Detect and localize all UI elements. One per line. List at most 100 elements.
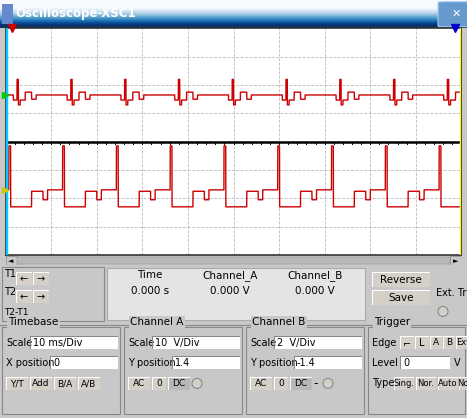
- Bar: [372, 291, 373, 306]
- Text: Time: Time: [137, 270, 163, 280]
- Bar: [16, 291, 32, 303]
- Bar: [416, 377, 417, 390]
- Bar: [372, 273, 373, 288]
- Bar: [99, 377, 100, 390]
- FancyBboxPatch shape: [152, 377, 166, 390]
- Text: ←: ←: [20, 292, 28, 302]
- Bar: [400, 336, 414, 337]
- Bar: [6, 377, 7, 390]
- Bar: [152, 377, 153, 390]
- Bar: [30, 377, 52, 378]
- Bar: [450, 256, 461, 265]
- Bar: [152, 336, 240, 337]
- Bar: [78, 377, 100, 378]
- Bar: [438, 377, 458, 390]
- Bar: [416, 377, 436, 378]
- FancyBboxPatch shape: [290, 377, 312, 390]
- Text: None: None: [457, 380, 467, 388]
- Bar: [31, 273, 32, 285]
- Text: 0.000 s: 0.000 s: [131, 286, 169, 296]
- Text: Trigger: Trigger: [374, 317, 410, 327]
- Bar: [438, 377, 458, 378]
- Text: 0: 0: [53, 358, 59, 368]
- Text: Scale: Scale: [6, 339, 32, 349]
- Bar: [152, 336, 240, 349]
- Text: Timebase: Timebase: [8, 317, 58, 327]
- Text: ►: ►: [453, 257, 459, 264]
- Text: Oscilloscope-XSC1: Oscilloscope-XSC1: [15, 7, 135, 20]
- Bar: [443, 336, 455, 337]
- Text: L: L: [419, 338, 425, 348]
- Text: Ext: Ext: [456, 339, 467, 347]
- Bar: [294, 357, 362, 370]
- Text: 2  V/Div: 2 V/Div: [277, 338, 316, 348]
- Bar: [459, 377, 467, 378]
- Bar: [246, 327, 364, 414]
- FancyBboxPatch shape: [33, 273, 49, 285]
- Text: Sing.: Sing.: [394, 380, 415, 388]
- Bar: [33, 273, 34, 285]
- Text: Y position: Y position: [250, 358, 298, 368]
- Text: 10  V/Div: 10 V/Div: [155, 338, 199, 348]
- Text: T1: T1: [4, 270, 16, 279]
- Bar: [372, 273, 430, 288]
- Text: Save: Save: [388, 293, 414, 303]
- Bar: [394, 377, 414, 378]
- Bar: [168, 377, 169, 390]
- Bar: [128, 377, 150, 390]
- Bar: [443, 336, 444, 349]
- Bar: [274, 377, 288, 390]
- Bar: [172, 369, 240, 370]
- Bar: [413, 377, 414, 390]
- FancyBboxPatch shape: [33, 291, 49, 303]
- Bar: [311, 377, 312, 390]
- Bar: [6, 256, 17, 265]
- FancyBboxPatch shape: [54, 377, 76, 390]
- FancyBboxPatch shape: [16, 291, 32, 303]
- Bar: [372, 287, 430, 288]
- Bar: [78, 377, 100, 390]
- FancyBboxPatch shape: [30, 377, 52, 390]
- Text: 1.4: 1.4: [175, 358, 190, 368]
- Bar: [51, 377, 52, 390]
- Text: Type: Type: [372, 378, 394, 388]
- Bar: [415, 336, 429, 337]
- FancyBboxPatch shape: [438, 2, 467, 27]
- Bar: [438, 377, 439, 390]
- Text: -1.4: -1.4: [297, 358, 316, 368]
- Circle shape: [192, 378, 202, 388]
- Bar: [172, 357, 240, 370]
- Bar: [361, 336, 362, 349]
- Text: Reverse: Reverse: [380, 275, 422, 285]
- Text: A: A: [433, 339, 439, 347]
- Bar: [149, 377, 150, 390]
- Text: Channel_A: Channel_A: [202, 270, 258, 281]
- Bar: [17, 257, 450, 265]
- Bar: [454, 336, 455, 349]
- Text: 0: 0: [156, 380, 162, 388]
- Bar: [290, 377, 312, 390]
- Bar: [274, 336, 362, 337]
- Bar: [400, 369, 450, 370]
- Bar: [165, 377, 166, 390]
- Bar: [413, 336, 414, 349]
- Bar: [152, 377, 166, 390]
- Text: ◄: ◄: [8, 257, 14, 264]
- FancyBboxPatch shape: [372, 273, 430, 288]
- Bar: [250, 377, 272, 390]
- Bar: [456, 336, 467, 337]
- FancyBboxPatch shape: [16, 273, 32, 285]
- Bar: [443, 336, 455, 349]
- Bar: [394, 377, 414, 390]
- Bar: [415, 336, 429, 349]
- Text: 0.000 V: 0.000 V: [295, 286, 335, 296]
- Text: Channel B: Channel B: [252, 317, 305, 327]
- FancyBboxPatch shape: [416, 377, 436, 390]
- FancyBboxPatch shape: [274, 377, 288, 390]
- Bar: [400, 357, 450, 370]
- Bar: [274, 377, 275, 390]
- Circle shape: [438, 306, 448, 316]
- FancyBboxPatch shape: [400, 336, 414, 349]
- Bar: [294, 357, 295, 370]
- Bar: [372, 291, 430, 306]
